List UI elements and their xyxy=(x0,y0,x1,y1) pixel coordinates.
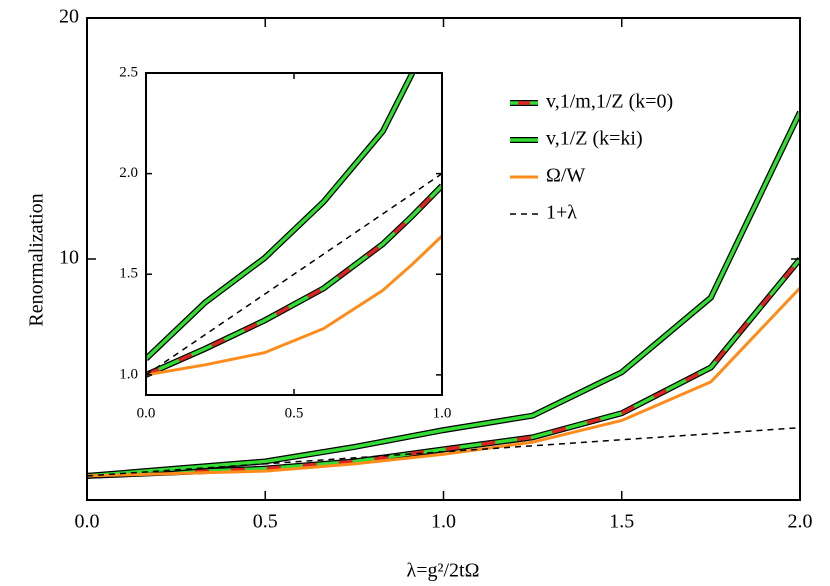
y-tick-label: 2.0 xyxy=(119,165,138,181)
x-tick-label: 1.5 xyxy=(609,511,634,533)
line-series xyxy=(146,184,442,377)
y-tick-label: 10 xyxy=(59,247,79,269)
x-tick-label: 0.5 xyxy=(253,511,278,533)
x-tick-label: 1.0 xyxy=(431,511,456,533)
y-tick-label: 20 xyxy=(59,6,79,28)
y-tick-label: 2.5 xyxy=(119,64,138,80)
legend-label: Ω/W xyxy=(546,165,585,187)
legend-label: v,1/m,1/Z (k=0) xyxy=(546,91,673,113)
y-tick-label: 1.5 xyxy=(119,266,138,282)
x-tick-label: 2.0 xyxy=(788,511,813,533)
y-axis-label: Renormalization xyxy=(26,193,48,326)
line-series xyxy=(146,73,414,361)
line-series xyxy=(146,234,442,377)
x-axis-label: λ=g²/2tΩ xyxy=(407,560,480,582)
series-group xyxy=(87,110,800,479)
line-series xyxy=(87,286,800,478)
x-tick-label: 1.0 xyxy=(433,406,452,422)
x-tick-label: 0.0 xyxy=(75,511,100,533)
line-series xyxy=(146,173,442,376)
x-tick-label: 0.5 xyxy=(285,406,304,422)
legend-label: v,1/Z (k=ki) xyxy=(546,128,643,150)
y-tick-label: 1.0 xyxy=(119,366,138,382)
line-series xyxy=(87,426,800,477)
series-group xyxy=(146,73,442,378)
line-accent xyxy=(87,257,800,478)
x-tick-label: 0.0 xyxy=(137,406,156,422)
legend-label: 1+λ xyxy=(546,202,577,224)
line-series xyxy=(87,111,800,478)
